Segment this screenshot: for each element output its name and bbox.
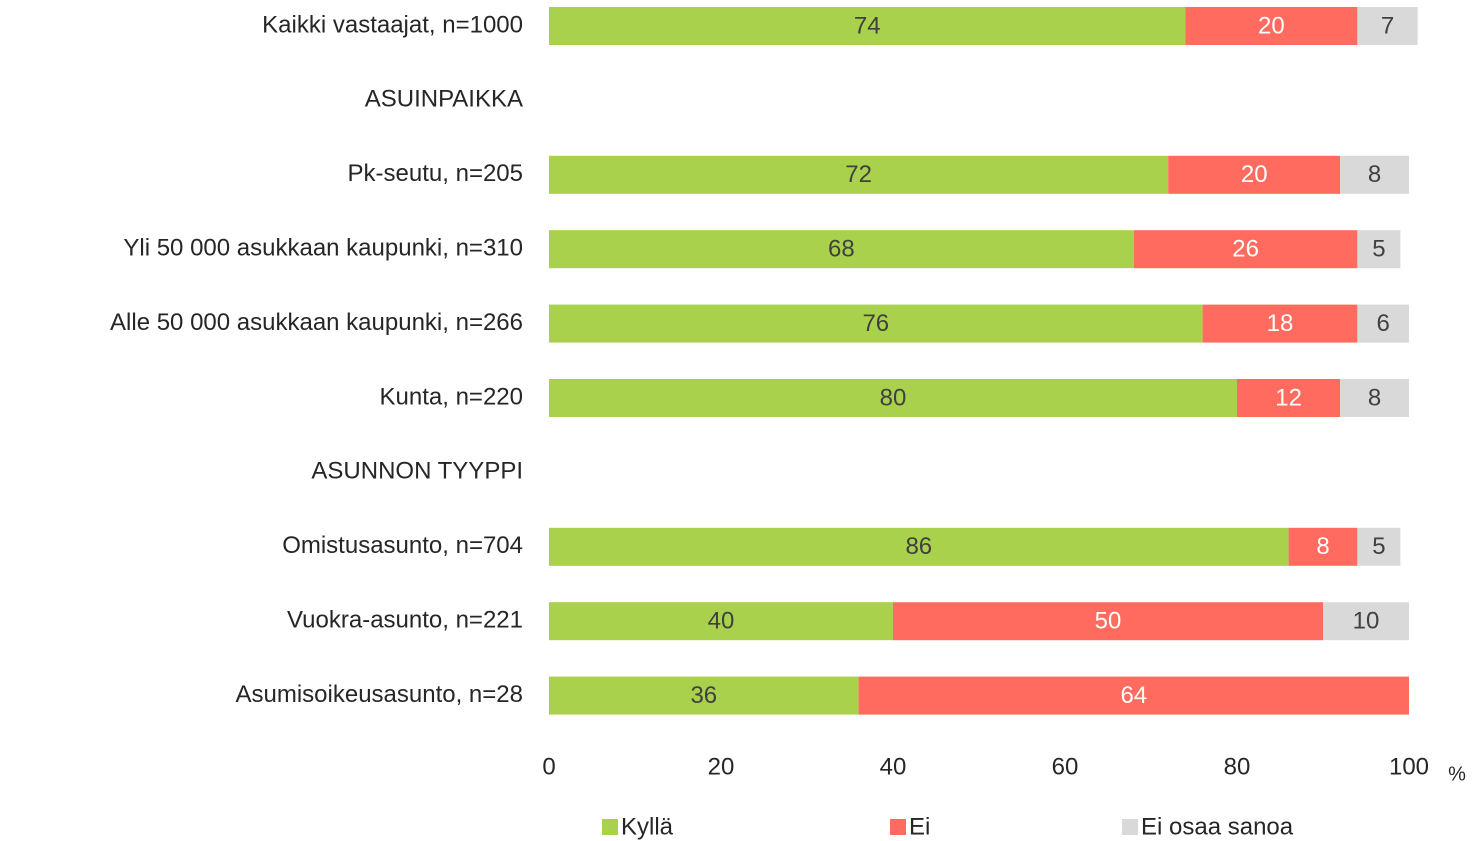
bar-segment [549, 155, 1169, 194]
bar-segment [1340, 155, 1409, 194]
data-label: 50 [1095, 608, 1122, 635]
data-label: 18 [1267, 310, 1294, 337]
data-label: 76 [862, 310, 889, 337]
data-label: 8 [1368, 384, 1381, 411]
data-label: 74 [854, 12, 881, 39]
bar-segment [1237, 379, 1341, 417]
legend-swatch [890, 819, 906, 835]
data-label: 36 [690, 682, 717, 709]
bar-segment [893, 602, 1323, 641]
category-label: Omistusasunto, n=704 [282, 532, 523, 559]
bar-segment [549, 379, 1237, 417]
bar-segment [858, 676, 1409, 715]
bar-segment [1323, 602, 1409, 641]
category-label: Asumisoikeusasunto, n=28 [235, 681, 523, 708]
x-tick-label: 40 [880, 753, 907, 780]
legend-label: Ei osaa sanoa [1141, 813, 1294, 840]
data-label: 8 [1316, 533, 1329, 560]
bar-segment [1357, 7, 1418, 45]
bar-segment [1340, 379, 1409, 417]
legend-label: Kyllä [621, 813, 674, 840]
data-label: 40 [708, 608, 735, 635]
legend-swatch [602, 819, 618, 835]
bar-segment [1357, 527, 1401, 566]
bar-segment [549, 230, 1134, 269]
data-label: 5 [1372, 533, 1385, 560]
x-tick-label: 0 [542, 753, 555, 780]
category-label: Kunta, n=220 [380, 383, 523, 410]
category-label: Alle 50 000 asukkaan kaupunki, n=266 [110, 309, 523, 336]
bar-segment [549, 602, 893, 641]
data-label: 72 [845, 161, 872, 188]
category-label: ASUINPAIKKA [365, 86, 523, 113]
data-label: 6 [1377, 310, 1390, 337]
bar-segment [1185, 7, 1358, 45]
category-label: Yli 50 000 asukkaan kaupunki, n=310 [123, 235, 523, 262]
data-label: 10 [1353, 608, 1380, 635]
x-tick-label: 100 [1389, 753, 1429, 780]
x-tick-label: 20 [708, 753, 735, 780]
category-label: Vuokra-asunto, n=221 [287, 607, 523, 634]
legend-label: Ei [909, 813, 930, 840]
data-label: 12 [1275, 384, 1302, 411]
data-label: 20 [1241, 161, 1268, 188]
x-tick-label: 60 [1052, 753, 1079, 780]
data-label: 20 [1258, 12, 1285, 39]
category-label: ASUNNON TYYPPI [311, 458, 523, 485]
bar-segment [1168, 155, 1341, 194]
bar-segment [1357, 230, 1401, 269]
data-label: 7 [1381, 12, 1394, 39]
category-label: Pk-seutu, n=205 [348, 160, 523, 187]
bar-segment [549, 304, 1203, 343]
bar-segment [1357, 304, 1409, 343]
bar-segment [549, 7, 1186, 45]
bar-segment [549, 527, 1289, 566]
legend-swatch [1122, 819, 1138, 835]
data-label: 64 [1120, 682, 1147, 709]
bar-segment [1133, 230, 1358, 269]
data-label: 86 [905, 533, 932, 560]
data-label: 80 [880, 384, 907, 411]
data-label: 68 [828, 236, 855, 263]
x-axis-label: % [1448, 763, 1466, 785]
bar-segment [1288, 527, 1358, 566]
data-label: 26 [1232, 236, 1259, 263]
data-label: 8 [1368, 161, 1381, 188]
category-label: Kaikki vastaajat, n=1000 [262, 11, 523, 38]
x-tick-label: 80 [1224, 753, 1251, 780]
bar-segment [549, 676, 859, 715]
data-label: 5 [1372, 236, 1385, 263]
bar-segment [1202, 304, 1358, 343]
